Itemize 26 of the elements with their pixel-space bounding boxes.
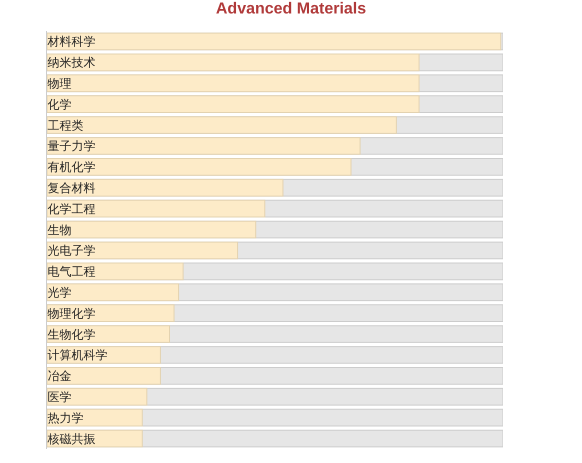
chart-title: Advanced Materials xyxy=(216,0,366,18)
bar xyxy=(47,262,184,280)
y-tick-label: 有机化学 xyxy=(48,160,96,174)
y-tick-label: 光电子学 xyxy=(48,244,96,258)
y-tick-label: 物理 xyxy=(48,76,72,90)
bar xyxy=(47,283,180,302)
y-tick-label: 医学 xyxy=(48,390,72,404)
y-tick-label: 复合材料 xyxy=(48,180,96,195)
y-tick-label: 光学 xyxy=(48,285,72,300)
y-tick-label: 工程类 xyxy=(48,118,84,132)
y-tick-label: 纳米技术 xyxy=(48,56,96,70)
y-tick-label: 冶金 xyxy=(48,369,72,384)
y-tick-label: 化学工程 xyxy=(48,202,96,216)
y-tick-label: 电气工程 xyxy=(48,264,96,279)
y-tick-label: 物理化学 xyxy=(48,306,96,320)
bar xyxy=(47,388,148,406)
bar xyxy=(47,366,161,385)
y-tick-label: 量子力学 xyxy=(48,139,96,154)
y-tick-label: 材料科学 xyxy=(46,34,96,49)
y-tick-label: 生物化学 xyxy=(48,327,96,342)
bar xyxy=(47,325,170,343)
y-tick-label: 核磁共振 xyxy=(46,432,96,446)
y-tick-label: 热力学 xyxy=(48,410,84,425)
y-tick-label: 生物 xyxy=(48,222,72,237)
y-tick-label: 化学 xyxy=(48,97,72,112)
y-tick-label: 计算机科学 xyxy=(48,348,108,362)
